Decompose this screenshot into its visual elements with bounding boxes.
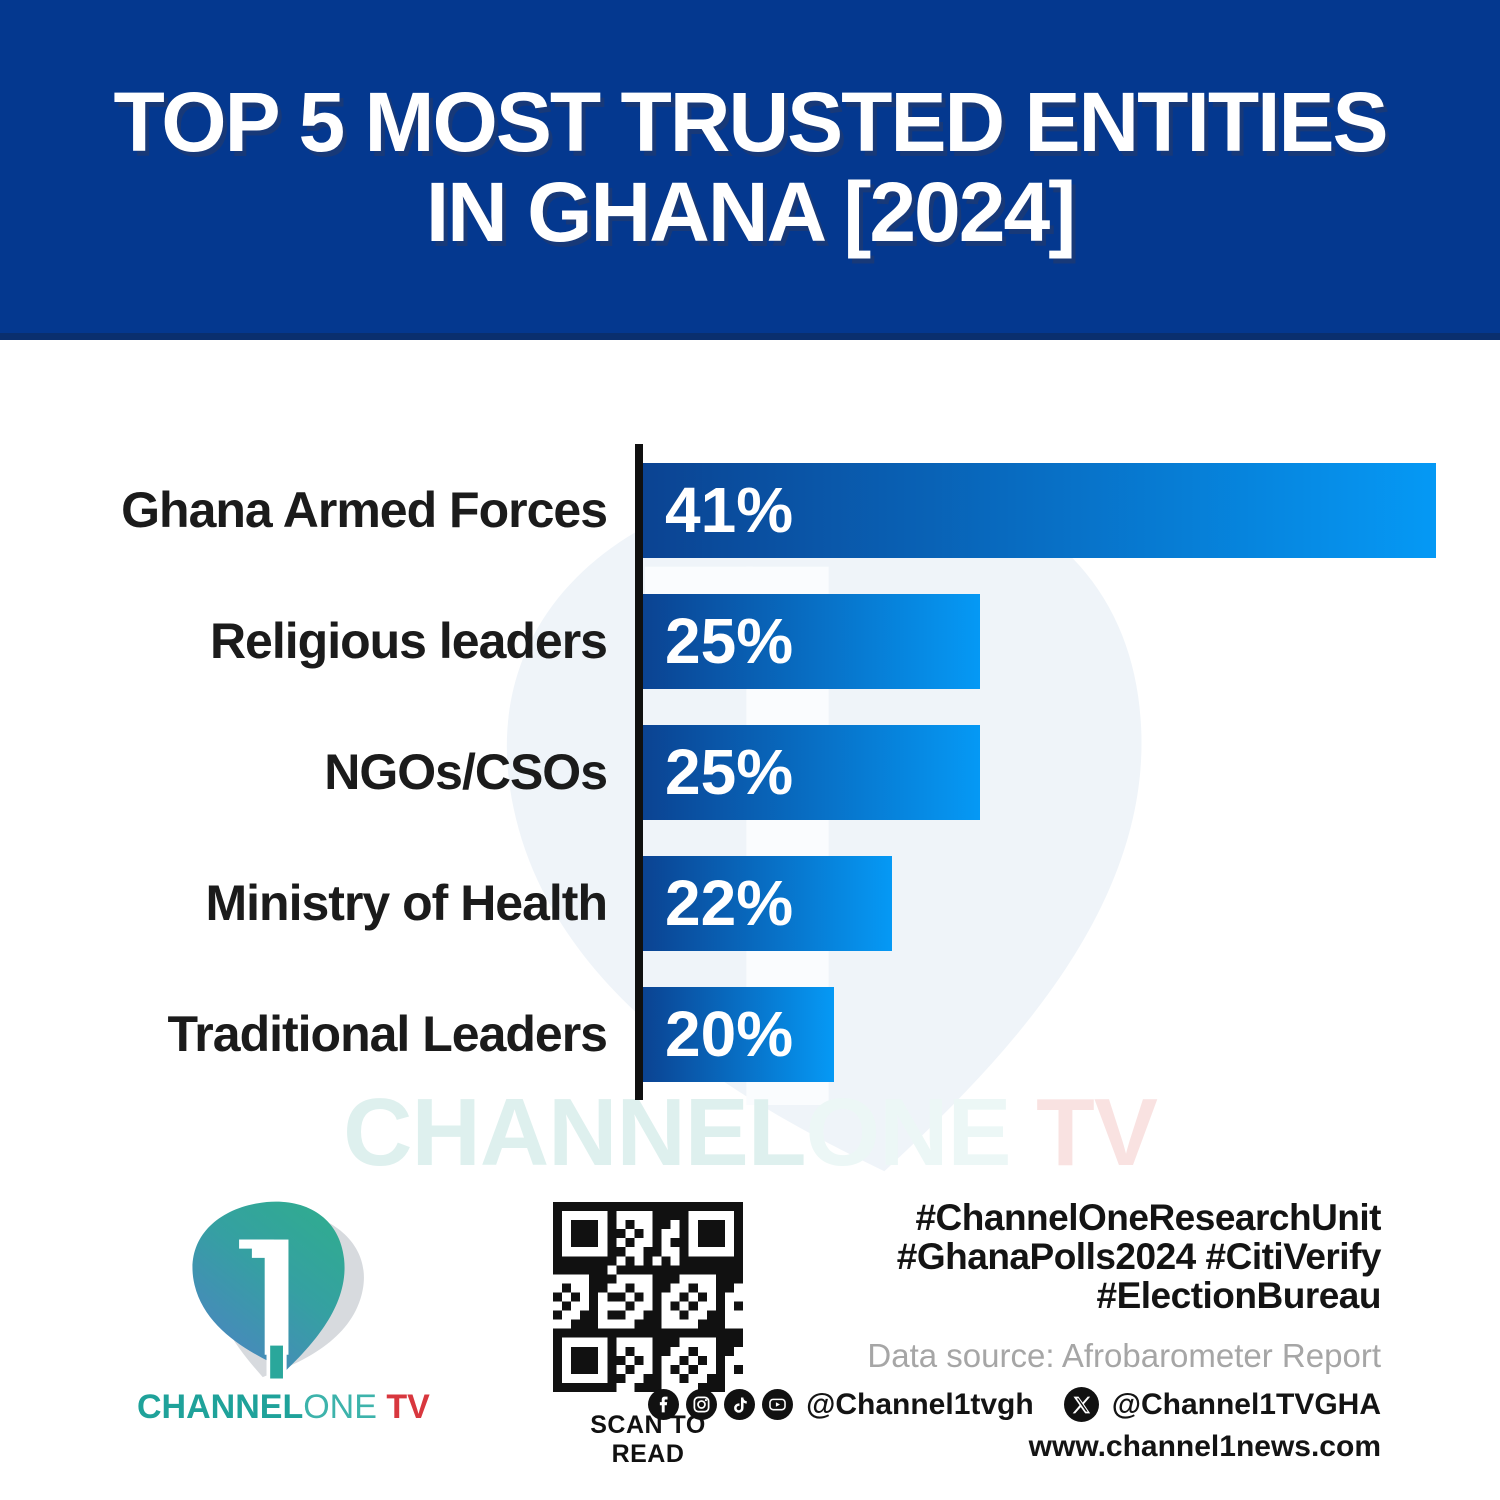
x-icon bbox=[1063, 1387, 1099, 1422]
qr-caption: SCAN TO READ bbox=[590, 1411, 706, 1468]
hashtag-line-1: #ChannelOneResearchUnit bbox=[915, 1197, 1381, 1238]
value-label: 22% bbox=[665, 867, 794, 939]
data-source-note: Data source: Afrobarometer Report bbox=[867, 1337, 1381, 1374]
category-label: Traditional Leaders bbox=[167, 1006, 608, 1062]
header-banner: TOP 5 MOST TRUSTED ENTITIES IN GHANA [20… bbox=[0, 0, 1500, 340]
youtube-icon bbox=[762, 1389, 794, 1420]
logo-wordmark: CHANNELONE TV bbox=[137, 1388, 430, 1427]
wordmark-tv: TV bbox=[376, 1388, 430, 1426]
wordmark-one: ONE bbox=[303, 1388, 377, 1426]
logo-one-tail bbox=[266, 1341, 287, 1383]
qr-code bbox=[553, 1202, 743, 1392]
value-bar: 25% bbox=[643, 594, 980, 689]
channel-one-logo-mark bbox=[192, 1201, 364, 1383]
page-title-line2: IN GHANA [2024] bbox=[425, 164, 1076, 259]
chart-row: Religious leaders 25% bbox=[0, 594, 1500, 689]
channel-one-logo: CHANNELONE TV bbox=[137, 1192, 430, 1427]
wordmark-channel: CHANNEL bbox=[137, 1388, 304, 1426]
chart-row: Traditional Leaders 20% bbox=[0, 987, 1500, 1082]
watermark-part-tv: TV bbox=[1010, 1079, 1158, 1186]
chart-axis-line bbox=[635, 444, 643, 1100]
social-row: @Channel1tvgh @Channel1TVGHA bbox=[648, 1387, 1381, 1422]
channel-one-watermark: CHANNELONE TV bbox=[0, 1085, 1500, 1181]
value-label: 25% bbox=[665, 605, 794, 677]
chart-row: Ministry of Health 22% bbox=[0, 856, 1500, 951]
logo-one-stem bbox=[264, 1239, 289, 1355]
value-label: 25% bbox=[665, 736, 794, 808]
value-label: 20% bbox=[665, 998, 794, 1070]
category-label: Ghana Armed Forces bbox=[121, 482, 608, 538]
watermark-part-one: ONE bbox=[805, 1079, 1011, 1186]
chart-row: Ghana Armed Forces 41% bbox=[0, 463, 1500, 558]
facebook-icon bbox=[648, 1389, 680, 1420]
website-url: www.channel1news.com bbox=[1028, 1430, 1381, 1463]
value-bar: 22% bbox=[643, 856, 892, 951]
value-bar: 25% bbox=[643, 725, 980, 820]
page-title-line1: TOP 5 MOST TRUSTED ENTITIES bbox=[113, 74, 1388, 169]
qr-block: SCAN TO READ bbox=[552, 1202, 744, 1469]
chart-row: NGOs/CSOs 25% bbox=[0, 725, 1500, 820]
social-handle-main: @Channel1tvgh bbox=[806, 1387, 1034, 1421]
value-bar: 20% bbox=[643, 987, 834, 1082]
hashtag-line-3: #ElectionBureau bbox=[1096, 1275, 1382, 1316]
footer-info: #ChannelOneResearchUnit #GhanaPolls2024 … bbox=[648, 1198, 1381, 1464]
category-label: Religious leaders bbox=[209, 613, 608, 669]
social-handle-x: @Channel1TVGHA bbox=[1111, 1387, 1381, 1421]
value-bar: 41% bbox=[643, 463, 1436, 558]
category-label: NGOs/CSOs bbox=[324, 744, 608, 800]
hashtag-line-2: #GhanaPolls2024 #CitiVerify bbox=[896, 1236, 1382, 1277]
value-label: 41% bbox=[665, 474, 794, 546]
instagram-icon bbox=[686, 1389, 718, 1420]
watermark-part-channel: CHANNEL bbox=[343, 1079, 806, 1186]
tiktok-icon bbox=[724, 1389, 756, 1420]
category-label: Ministry of Health bbox=[205, 875, 608, 931]
